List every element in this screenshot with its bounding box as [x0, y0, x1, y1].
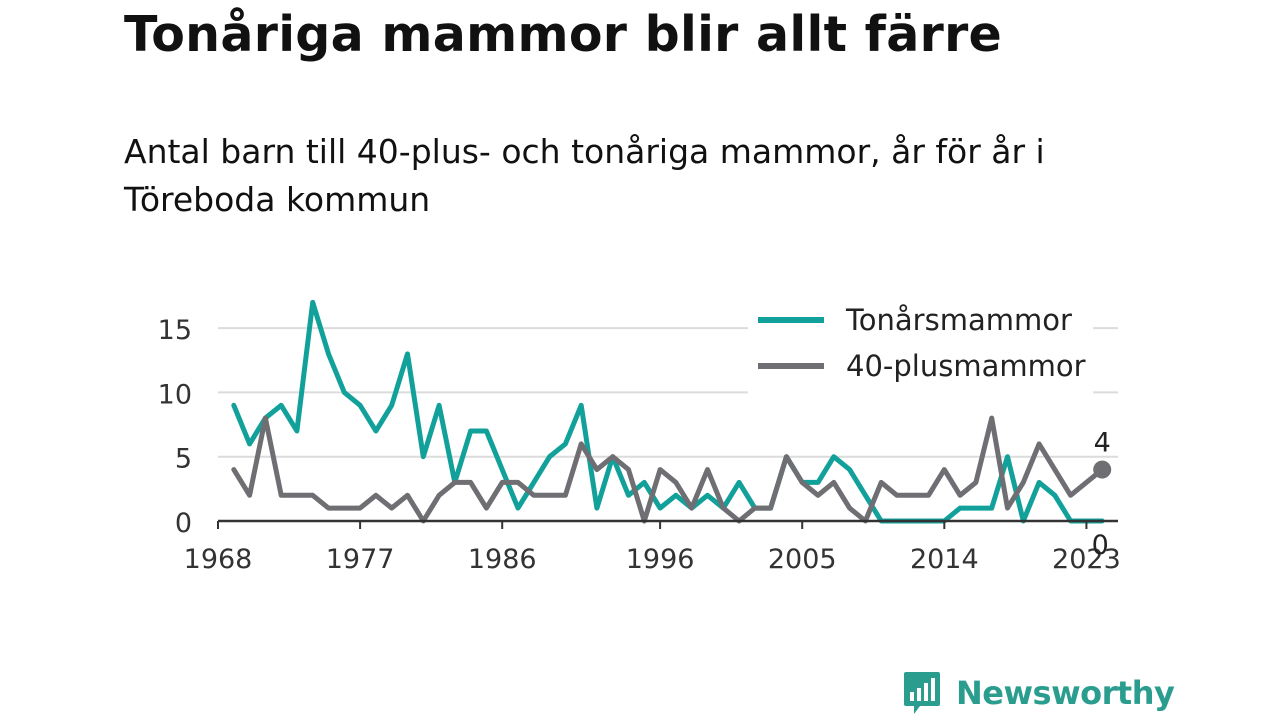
series-line — [231, 415, 1105, 524]
legend-label: 40-plusmammor — [846, 349, 1086, 383]
legend-label: Tonårsmammor — [845, 303, 1072, 337]
y-tick-label: 5 — [175, 444, 192, 475]
x-tick-label: 2005 — [768, 544, 837, 575]
brand-name: Newsworthy — [956, 674, 1175, 712]
y-tick-label: 10 — [158, 379, 192, 410]
end-value-label: 0 — [1092, 530, 1109, 561]
axes: 0 5 10 15 1968 1977 1986 1996 2005 2014 2023 — [158, 315, 1121, 575]
series-line — [231, 299, 1105, 524]
legend: Tonårsmammor 40-plusmammor — [748, 300, 1093, 394]
end-labels: 40 — [1092, 428, 1112, 561]
end-value-label: 4 — [1094, 428, 1111, 459]
y-tick-label: 15 — [158, 315, 192, 346]
series-lines — [231, 299, 1105, 524]
x-tick-label: 2014 — [910, 544, 979, 575]
y-tick-label: 0 — [175, 508, 192, 539]
newsworthy-logo-icon — [904, 672, 940, 714]
x-tick-label: 1977 — [326, 544, 395, 575]
chart-subtitle: Antal barn till 40-plus- och tonåriga ma… — [124, 132, 1045, 219]
legend-background — [748, 300, 1093, 394]
end-point-marker — [1093, 460, 1112, 479]
x-tick-label: 1986 — [468, 544, 537, 575]
x-tick-label: 2023 — [1052, 544, 1121, 575]
x-tick-label: 1968 — [184, 544, 253, 575]
chart-title: Tonåriga mammor blir allt färre — [124, 6, 1003, 63]
x-tick-label: 1996 — [626, 544, 695, 575]
brand-logo: Newsworthy — [902, 670, 1175, 716]
